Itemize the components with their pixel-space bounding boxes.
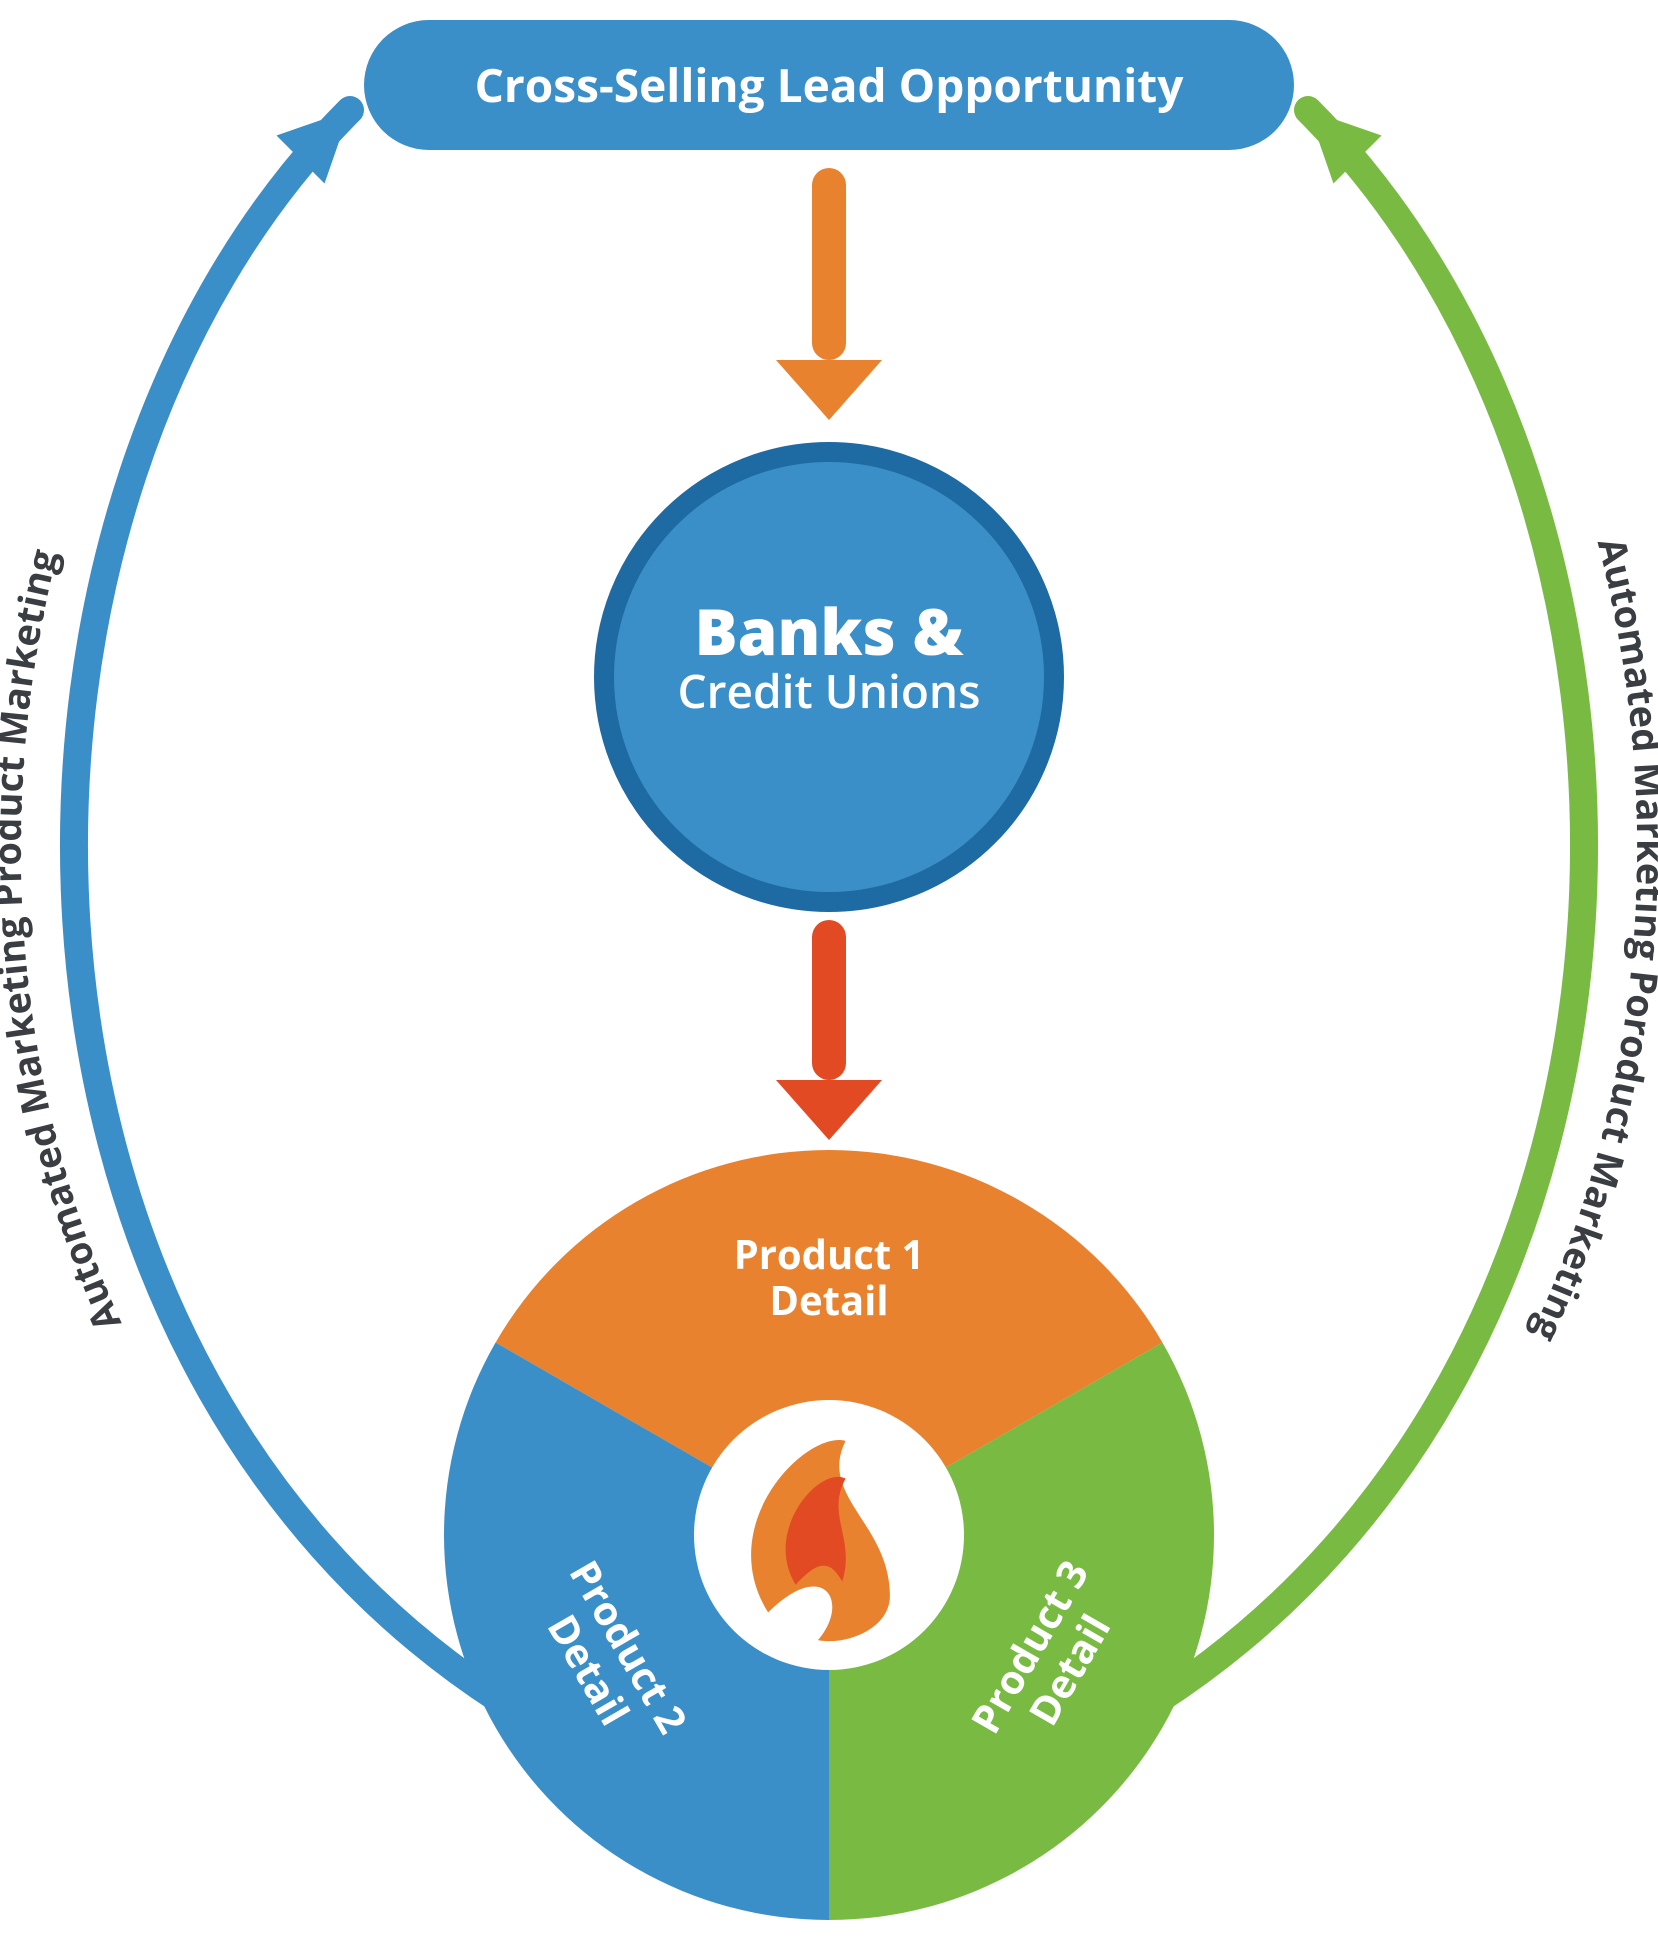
banks-line1: Banks & (604, 597, 1054, 664)
right-cycle-arrow (1158, 110, 1584, 1700)
top-down-arrow (776, 168, 882, 420)
pie-label-product-1: Product 1 Detail (669, 1231, 989, 1323)
diagram-stage: Automated Marketing Product MarketingAut… (0, 0, 1658, 1936)
banks-credit-unions-label: Banks & Credit Unions (604, 597, 1054, 719)
banks-line2: Credit Unions (604, 664, 1054, 719)
pie-label-product-1-line1: Product 1 (669, 1231, 989, 1277)
cross-selling-title: Cross-Selling Lead Opportunity (364, 20, 1294, 150)
left-cycle-arrow (74, 110, 500, 1700)
middle-down-arrow (776, 920, 882, 1140)
diagram-svg-layer: Automated Marketing Product MarketingAut… (0, 0, 1658, 1936)
pie-label-product-1-line2: Detail (669, 1277, 989, 1323)
